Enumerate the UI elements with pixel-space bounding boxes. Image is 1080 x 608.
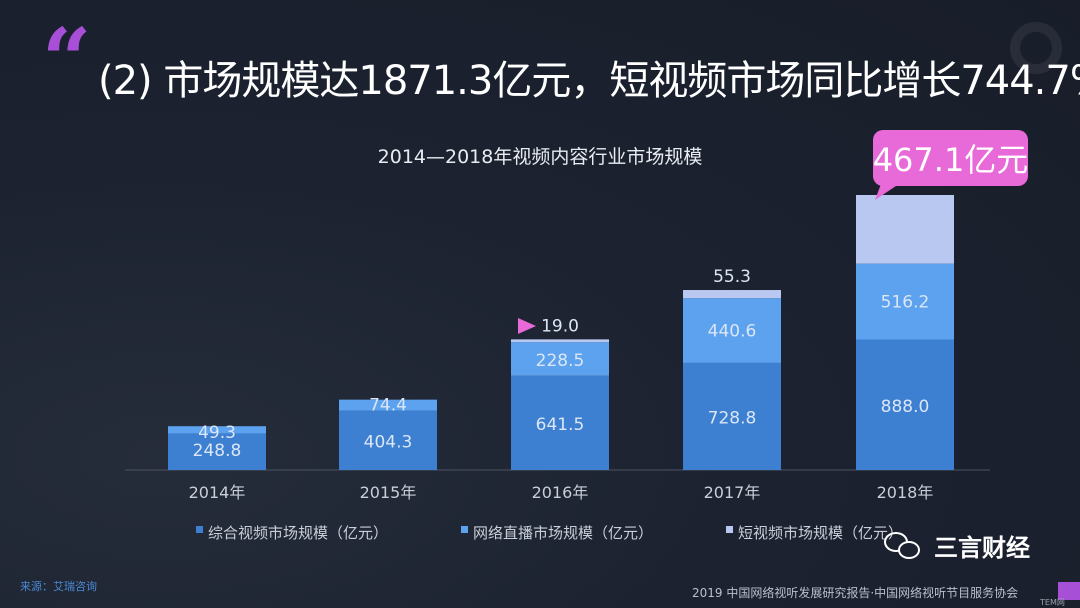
data-label-s3-2017年: 55.3 xyxy=(713,267,751,287)
chart-title: 2014—2018年视频内容行业市场规模 xyxy=(378,146,703,168)
corner-accent-bar xyxy=(1058,582,1080,600)
bar-2016年-series2 xyxy=(511,342,609,376)
corner-tag: TEM网 xyxy=(1040,598,1065,607)
bar-2016年-series1 xyxy=(511,375,609,470)
callout-label: 467.1亿元 xyxy=(873,141,1029,179)
data-label-s2-2016年: 228.5 xyxy=(536,351,585,371)
tick-label-2017年: 2017年 xyxy=(704,483,761,502)
callout-bubble xyxy=(873,130,1028,186)
bar-2018年-series3 xyxy=(856,195,954,264)
bar-2018年-series2 xyxy=(856,263,954,340)
bar-2017年-series2 xyxy=(683,298,781,363)
legend-swatch-1 xyxy=(196,526,203,533)
tick-label-2015年: 2015年 xyxy=(360,483,417,502)
tick-label-2018年: 2018年 xyxy=(877,483,934,502)
ring-decoration-icon xyxy=(1010,22,1062,74)
source-left: 来源：艾瑞咨询 xyxy=(20,580,97,593)
pointer-arrow-icon xyxy=(518,318,536,334)
data-label-s2-2014年: 49.3 xyxy=(198,423,236,443)
data-label-s2-2017年: 440.6 xyxy=(708,322,757,342)
watermark: 三言财经 xyxy=(884,528,1030,563)
data-label-s1-2018年: 888.0 xyxy=(881,397,930,417)
tick-label-2014年: 2014年 xyxy=(189,483,246,502)
legend-swatch-2 xyxy=(461,526,468,533)
bar-2015年-series1 xyxy=(339,410,437,470)
bar-2016年-series3 xyxy=(511,339,609,343)
data-label-s1-2017年: 728.8 xyxy=(708,408,757,428)
callout-tail xyxy=(875,184,899,200)
quote-mark-icon: “ xyxy=(42,10,92,111)
data-label-s1-2014年: 248.8 xyxy=(193,441,242,461)
data-label-s2-2018年: 516.2 xyxy=(881,293,930,313)
bar-2018年-series1 xyxy=(856,339,954,470)
legend-swatch-3 xyxy=(726,526,733,533)
wechat-icon xyxy=(884,530,924,562)
bar-2015年-series2 xyxy=(339,399,437,411)
bar-2014年-series2 xyxy=(168,426,266,434)
data-label-s1-2016年: 641.5 xyxy=(536,415,585,435)
bar-2014年-series1 xyxy=(168,433,266,470)
legend-label-1: 综合视频市场规模（亿元） xyxy=(208,524,388,542)
source-right: 2019 中国网络视听发展研究报告·中国网络视听节目服务协会 xyxy=(692,586,1019,600)
page-headline: (2) 市场规模达1871.3亿元，短视频市场同比增长744.7% xyxy=(98,58,1080,104)
legend-label-3: 短视频市场规模（亿元） xyxy=(738,524,903,542)
watermark-text: 三言财经 xyxy=(934,534,1030,562)
data-label-s2-2015年: 74.4 xyxy=(369,396,407,416)
bar-2017年-series3 xyxy=(683,290,781,299)
data-label-s1-2015年: 404.3 xyxy=(364,432,413,452)
legend-label-2: 网络直播市场规模（亿元） xyxy=(473,524,653,542)
bar-2017年-series1 xyxy=(683,362,781,470)
tick-label-2016年: 2016年 xyxy=(532,483,589,502)
data-label-s3-2016年: 19.0 xyxy=(541,316,579,336)
